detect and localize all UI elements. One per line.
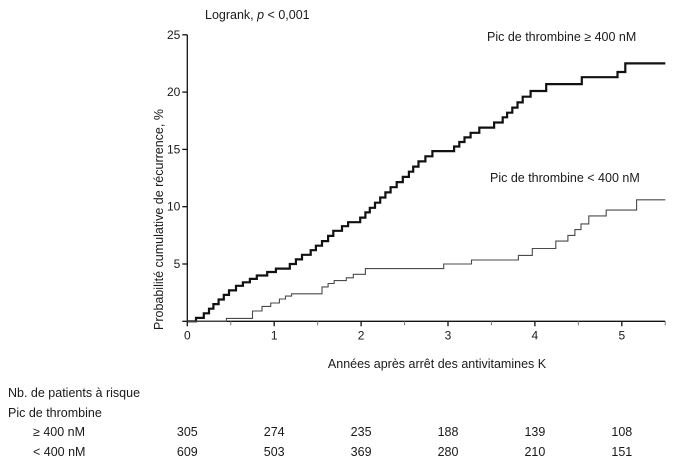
axes: 5 10 15 20 25 0 1 2 3 4 5 bbox=[167, 28, 666, 342]
x-tick-label: 3 bbox=[445, 328, 452, 342]
risk-count: 280 bbox=[437, 445, 459, 459]
risk-count: 151 bbox=[611, 445, 633, 459]
y-tick-label: 15 bbox=[167, 142, 181, 156]
x-tick-label: 4 bbox=[532, 328, 539, 342]
x-axis-label: Années après arrêt des antivitamines K bbox=[327, 357, 547, 371]
risk-count: 188 bbox=[437, 425, 459, 439]
risk-count: 305 bbox=[176, 425, 198, 439]
risk-count: 503 bbox=[263, 445, 285, 459]
p-symbol: p bbox=[257, 8, 265, 22]
x-tick-label: 0 bbox=[184, 328, 191, 342]
y-tick-label: 5 bbox=[174, 257, 181, 271]
risk-count: 139 bbox=[524, 425, 546, 439]
series-label-ge-400: Pic de thrombine ≥ 400 nM bbox=[487, 30, 637, 44]
series-curve-lt-400nM bbox=[187, 199, 666, 322]
y-axis-label: Probabilité cumulative de récurrence, % bbox=[152, 109, 166, 330]
series-curve-ge-400nM bbox=[187, 62, 666, 323]
logrank-prefix: Logrank, bbox=[205, 8, 258, 22]
risk-count: 108 bbox=[611, 425, 633, 439]
x-tick-label: 5 bbox=[618, 328, 625, 342]
x-tick-label: 2 bbox=[358, 328, 365, 342]
risk-row-label-lt-400: < 400 nM bbox=[33, 445, 86, 459]
x-tick-label: 1 bbox=[271, 328, 278, 342]
risk-count: 274 bbox=[263, 425, 285, 439]
risk-count: 369 bbox=[350, 445, 372, 459]
y-tick-label: 20 bbox=[167, 85, 181, 99]
curves bbox=[187, 62, 666, 323]
risk-count: 235 bbox=[350, 425, 372, 439]
logrank-annotation: Logrank, p < 0,001 bbox=[205, 8, 310, 22]
risk-row-label-ge-400: ≥ 400 nM bbox=[33, 425, 86, 439]
risk-count: 210 bbox=[524, 445, 546, 459]
risk-table-subheader: Pic de thrombine bbox=[8, 406, 102, 420]
p-value: < 0,001 bbox=[264, 8, 310, 22]
series-label-lt-400: Pic de thrombine < 400 nM bbox=[490, 171, 640, 185]
y-tick-label: 10 bbox=[167, 200, 181, 214]
risk-table-header: Nb. de patients à risque bbox=[8, 386, 141, 400]
risk-count: 609 bbox=[176, 445, 198, 459]
y-tick-label: 25 bbox=[167, 28, 181, 42]
